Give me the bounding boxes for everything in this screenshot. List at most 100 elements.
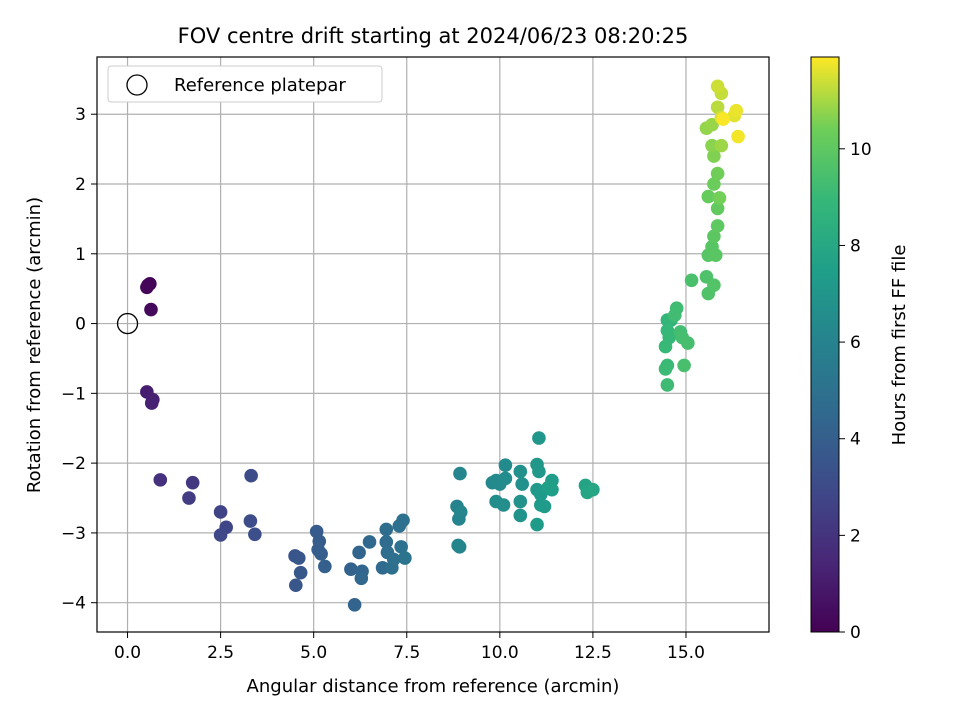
data-point (677, 358, 691, 373)
data-point (347, 597, 362, 612)
plot-frame (96, 56, 770, 633)
data-point (705, 138, 719, 153)
legend: Reference platepar (107, 65, 383, 103)
colorbar-tick-label: 6 (850, 333, 861, 353)
data-point (513, 508, 528, 523)
data-point (707, 177, 721, 191)
data-point (496, 498, 511, 512)
grid-lines (97, 57, 769, 632)
data-point (707, 278, 721, 292)
colorbar-label: Hours from first FF file (889, 245, 910, 446)
data-point (453, 505, 468, 519)
data-point (710, 79, 725, 94)
colorbar-ticks: 0 2 4 6 8 10 (839, 140, 872, 643)
data-point (379, 535, 394, 549)
data-point (213, 505, 228, 519)
data-point (668, 308, 682, 322)
data-point (452, 540, 467, 554)
data-point (291, 551, 306, 565)
data-point (530, 517, 544, 532)
colorbar-tick-label: 0 (850, 623, 861, 643)
data-point (344, 562, 358, 576)
data-point (394, 540, 408, 554)
y-tick-label: −1 (61, 384, 86, 404)
x-axis-ticks: 0.0 2.5 5.0 7.5 10.0 12.5 15.0 (114, 632, 705, 663)
y-tick-label: −4 (61, 594, 86, 614)
x-tick-label: 12.5 (574, 643, 612, 663)
data-point (213, 528, 228, 542)
y-tick-label: 1 (75, 245, 86, 265)
y-tick-label: −3 (61, 524, 86, 544)
data-point (244, 468, 258, 483)
reference-marker-layer (116, 312, 139, 335)
colorbar-tick-label: 4 (850, 430, 861, 450)
colorbar-tick-label: 10 (850, 140, 872, 160)
data-point (243, 514, 258, 528)
data-point (453, 466, 467, 481)
data-point (684, 273, 699, 288)
data-point (537, 499, 552, 514)
data-point (532, 431, 546, 445)
data-point (498, 458, 513, 473)
data-point (144, 396, 159, 410)
data-point (144, 302, 158, 317)
data-point (513, 464, 528, 479)
data-point (153, 473, 168, 487)
data-point (352, 545, 366, 560)
data-point (710, 201, 725, 216)
data-point (185, 475, 200, 490)
y-axis-ticks: −4 −3 −2 −1 0 1 2 3 (61, 105, 97, 614)
data-point (289, 578, 303, 593)
data-point (660, 378, 675, 392)
data-point (386, 552, 401, 567)
data-point (248, 527, 262, 542)
y-tick-label: −2 (61, 454, 86, 474)
data-point (658, 362, 673, 376)
data-point (182, 491, 196, 505)
data-point (515, 477, 529, 491)
data-point (379, 522, 394, 537)
y-tick-label: 2 (75, 175, 86, 195)
x-tick-label: 0.0 (114, 643, 141, 663)
colorbar-gradient (810, 56, 840, 633)
legend-box (107, 65, 383, 103)
legend-reference-marker-icon (126, 74, 148, 96)
legend-entry-label: Reference platepar (174, 75, 346, 96)
y-tick-label: 3 (75, 105, 86, 125)
y-axis-label: Rotation from reference (arcmin) (24, 197, 45, 493)
data-point (708, 248, 723, 262)
colorbar-tick-label: 2 (850, 526, 861, 546)
x-tick-label: 2.5 (207, 643, 234, 663)
data-point (658, 339, 673, 354)
x-tick-label: 7.5 (393, 643, 420, 663)
data-point (731, 129, 745, 144)
data-point (714, 138, 729, 153)
data-point (293, 565, 308, 580)
data-point (513, 494, 528, 509)
data-point (375, 561, 390, 575)
reference-platepar-marker (116, 312, 139, 335)
x-tick-label: 10.0 (481, 643, 519, 663)
x-axis-label: Angular distance from reference (arcmin) (247, 676, 620, 697)
data-point (701, 189, 716, 204)
data-point (710, 166, 725, 181)
data-point (729, 103, 744, 118)
data-point (318, 559, 332, 574)
data-point (532, 464, 546, 479)
chart-title: FOV centre drift starting at 2024/06/23 … (178, 24, 689, 48)
data-point (707, 229, 721, 244)
colorbar-tick-label: 8 (850, 236, 861, 256)
data-point (354, 571, 369, 586)
data-point (712, 191, 727, 205)
data-point (586, 482, 600, 497)
data-point (707, 149, 721, 163)
x-tick-label: 5.0 (300, 643, 327, 663)
colorbar: 0 2 4 6 8 10 Hours from first FF file (810, 56, 910, 643)
data-point (362, 535, 377, 549)
data-point (710, 219, 725, 233)
x-tick-label: 15.0 (667, 643, 705, 663)
data-point (716, 112, 731, 126)
data-point (710, 100, 725, 115)
data-point (541, 480, 556, 495)
